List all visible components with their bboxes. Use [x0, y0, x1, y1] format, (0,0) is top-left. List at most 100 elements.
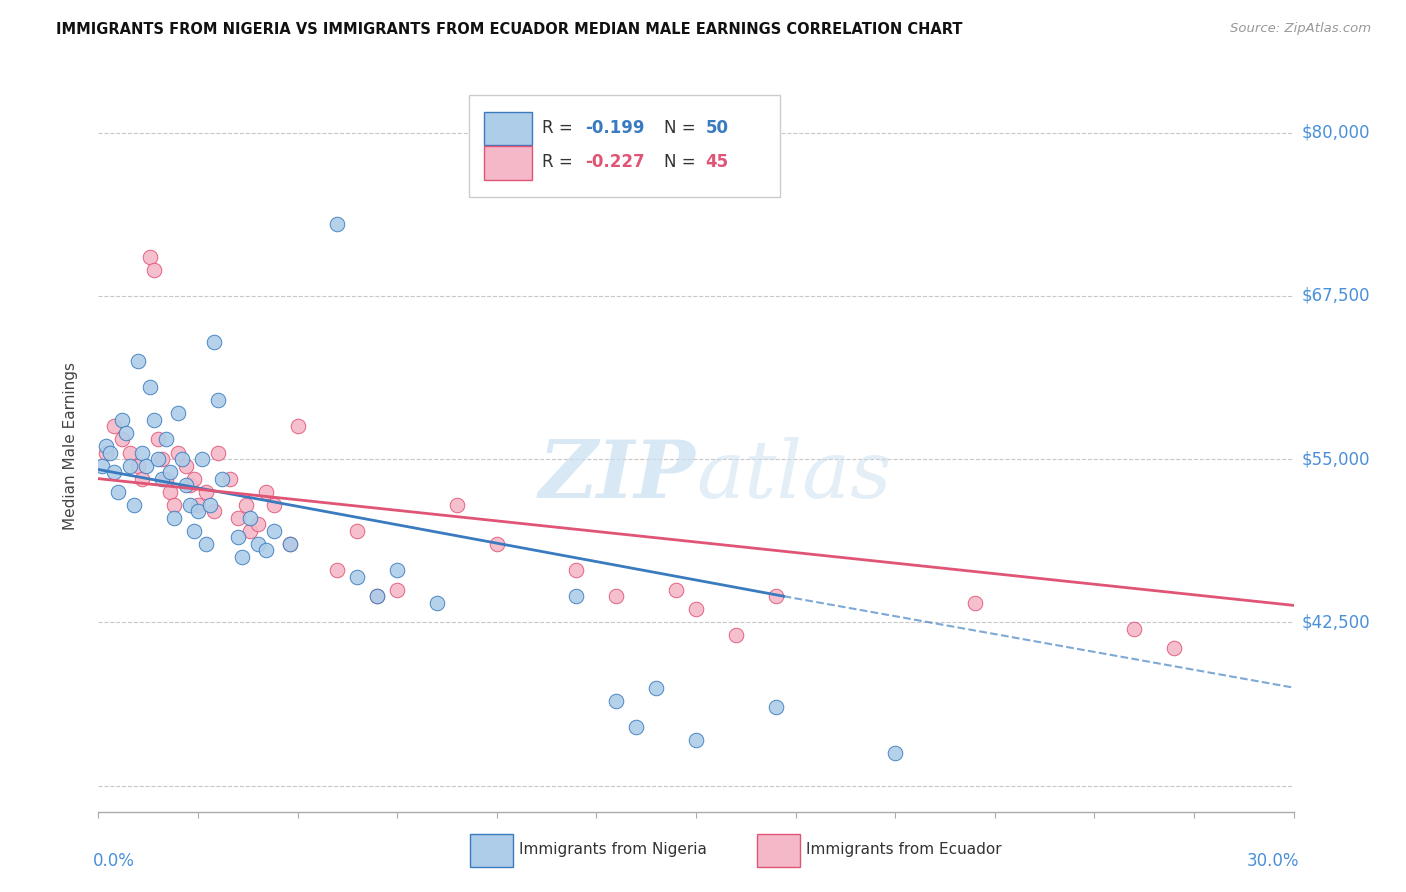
Point — [605, 694, 627, 708]
Text: $67,500: $67,500 — [1302, 287, 1371, 305]
Point — [194, 484, 218, 499]
Point — [139, 250, 162, 264]
Point — [183, 524, 205, 538]
Text: -0.199: -0.199 — [585, 119, 644, 136]
Text: 45: 45 — [706, 153, 728, 171]
Point — [107, 484, 129, 499]
FancyBboxPatch shape — [756, 834, 800, 867]
FancyBboxPatch shape — [485, 112, 533, 145]
Point — [159, 484, 181, 499]
Point — [219, 472, 242, 486]
Text: N =: N = — [664, 153, 700, 171]
Point — [665, 582, 688, 597]
Point — [287, 419, 309, 434]
Point — [235, 498, 257, 512]
Point — [1123, 622, 1146, 636]
Point — [150, 472, 173, 486]
Point — [685, 602, 707, 616]
Point — [226, 530, 249, 544]
Text: 0.0%: 0.0% — [93, 852, 135, 870]
Point — [326, 217, 349, 231]
Point — [91, 458, 114, 473]
Text: Immigrants from Ecuador: Immigrants from Ecuador — [806, 842, 1001, 857]
Point — [179, 478, 201, 492]
Text: atlas: atlas — [696, 436, 891, 514]
Point — [103, 419, 125, 434]
Point — [346, 569, 368, 583]
Point — [150, 452, 173, 467]
Point — [263, 524, 285, 538]
Point — [155, 433, 177, 447]
Point — [172, 452, 194, 467]
Point — [120, 445, 142, 459]
Point — [155, 472, 177, 486]
Point — [139, 380, 162, 394]
Text: $55,000: $55,000 — [1302, 450, 1371, 468]
Point — [179, 498, 201, 512]
Text: Immigrants from Nigeria: Immigrants from Nigeria — [519, 842, 707, 857]
Point — [346, 524, 368, 538]
Point — [198, 498, 221, 512]
Point — [159, 465, 181, 479]
Point — [385, 563, 409, 577]
Point — [187, 498, 209, 512]
Text: N =: N = — [664, 119, 700, 136]
Text: Source: ZipAtlas.com: Source: ZipAtlas.com — [1230, 22, 1371, 36]
Text: 50: 50 — [706, 119, 728, 136]
Y-axis label: Median Male Earnings: Median Male Earnings — [63, 362, 77, 530]
Point — [96, 445, 118, 459]
Point — [426, 596, 449, 610]
Point — [385, 582, 409, 597]
Text: R =: R = — [541, 119, 578, 136]
Point — [187, 504, 209, 518]
Point — [202, 504, 225, 518]
Text: R =: R = — [541, 153, 578, 171]
Point — [163, 498, 186, 512]
Point — [183, 472, 205, 486]
Point — [963, 596, 986, 610]
Text: $42,500: $42,500 — [1302, 614, 1371, 632]
Point — [765, 589, 787, 603]
Point — [211, 472, 233, 486]
Point — [226, 511, 249, 525]
Point — [239, 524, 262, 538]
Point — [366, 589, 388, 603]
Point — [278, 537, 301, 551]
Point — [884, 746, 907, 760]
Point — [565, 589, 588, 603]
Point — [239, 511, 262, 525]
Point — [246, 517, 269, 532]
Point — [98, 445, 122, 459]
Point — [111, 433, 134, 447]
Point — [326, 563, 349, 577]
Point — [194, 537, 218, 551]
Point — [124, 498, 146, 512]
Point — [366, 589, 388, 603]
Text: IMMIGRANTS FROM NIGERIA VS IMMIGRANTS FROM ECUADOR MEDIAN MALE EARNINGS CORRELAT: IMMIGRANTS FROM NIGERIA VS IMMIGRANTS FR… — [56, 22, 963, 37]
Point — [207, 445, 229, 459]
Point — [485, 537, 508, 551]
Point — [143, 262, 166, 277]
Point — [174, 478, 197, 492]
Point — [127, 458, 149, 473]
Point — [167, 445, 190, 459]
Point — [724, 628, 747, 642]
Point — [131, 472, 153, 486]
Point — [263, 498, 285, 512]
Text: 30.0%: 30.0% — [1247, 852, 1299, 870]
Point — [148, 433, 170, 447]
Point — [202, 334, 225, 349]
Point — [163, 511, 186, 525]
Point — [167, 406, 190, 420]
Point — [624, 720, 647, 734]
Point — [111, 413, 134, 427]
Point — [765, 700, 787, 714]
Point — [174, 458, 197, 473]
Point — [207, 393, 229, 408]
Text: ZIP: ZIP — [538, 436, 696, 514]
Point — [103, 465, 125, 479]
Point — [127, 354, 149, 368]
Text: -0.227: -0.227 — [585, 153, 644, 171]
Text: $80,000: $80,000 — [1302, 123, 1371, 142]
Point — [446, 498, 468, 512]
